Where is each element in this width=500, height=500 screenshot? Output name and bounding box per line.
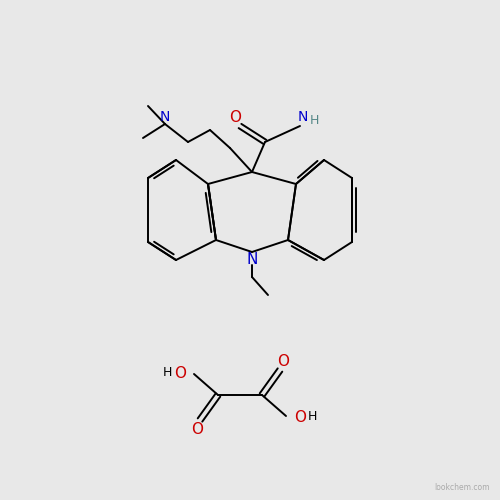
- Text: N: N: [246, 252, 258, 266]
- Text: O: O: [174, 366, 186, 380]
- Text: N: N: [298, 110, 308, 124]
- Text: O: O: [277, 354, 289, 368]
- Text: H: H: [162, 366, 172, 380]
- Text: O: O: [191, 422, 203, 436]
- Text: O: O: [294, 410, 306, 424]
- Text: O: O: [229, 110, 241, 126]
- Text: N: N: [160, 110, 170, 124]
- Text: H: H: [308, 410, 318, 424]
- Text: lookchem.com: lookchem.com: [434, 483, 490, 492]
- Text: H: H: [310, 114, 318, 128]
